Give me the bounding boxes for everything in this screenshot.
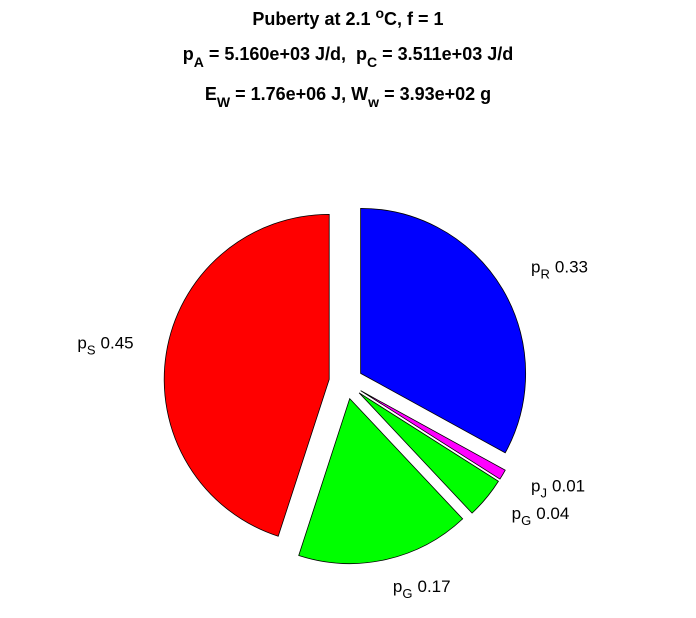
label-symbol: p: [512, 504, 521, 523]
slice-label: pJ 0.01: [531, 476, 585, 500]
pie-slice: [298, 397, 464, 564]
title-subscript: W: [217, 94, 231, 110]
pie-slice: [360, 207, 527, 454]
title-subscript: C: [367, 54, 377, 70]
label-value: 0.01: [552, 476, 585, 495]
label-symbol: p: [77, 333, 86, 352]
title-text: Puberty at 2.1: [252, 9, 375, 29]
slice-label: pG 0.17: [393, 577, 451, 601]
label-value: 0.45: [101, 333, 134, 352]
chart-title: Puberty at 2.1 oC, f = 1: [252, 5, 443, 29]
label-subscript: J: [541, 485, 548, 500]
title-text: = 1.76e+06 J, W: [230, 84, 368, 104]
label-symbol: p: [531, 476, 540, 495]
label-subscript: R: [541, 267, 550, 282]
title-text: E: [205, 84, 217, 104]
label-value: 0.17: [417, 577, 450, 596]
chart-title: pA = 5.160e+03 J/d, pC = 3.511e+03 J/d: [183, 44, 513, 70]
title-superscript: o: [375, 5, 384, 21]
label-symbol: p: [393, 577, 402, 596]
pie-slice: [360, 390, 506, 480]
pie-slice: [163, 213, 330, 537]
label-value: 0.04: [536, 504, 569, 523]
label-subscript: S: [87, 342, 96, 357]
title-text: C, f = 1: [384, 9, 444, 29]
label-subscript: G: [521, 513, 531, 528]
label-value: 0.33: [555, 258, 588, 277]
title-text: = 3.511e+03 J/d: [377, 44, 513, 64]
slice-label: pG 0.04: [512, 504, 570, 528]
slice-label: pS 0.45: [77, 333, 133, 357]
title-subscript: A: [194, 54, 204, 70]
label-subscript: G: [402, 586, 412, 601]
title-text: = 3.93e+02 g: [379, 84, 491, 104]
label-symbol: p: [531, 258, 540, 277]
title-text: p: [183, 44, 194, 64]
pie-slice: [358, 392, 499, 514]
title-subscript: w: [367, 94, 379, 110]
title-text: = 5.160e+03 J/d, p: [204, 44, 367, 64]
chart-title: EW = 1.76e+06 J, Ww = 3.93e+02 g: [205, 84, 491, 110]
slice-label: pR 0.33: [531, 258, 588, 282]
